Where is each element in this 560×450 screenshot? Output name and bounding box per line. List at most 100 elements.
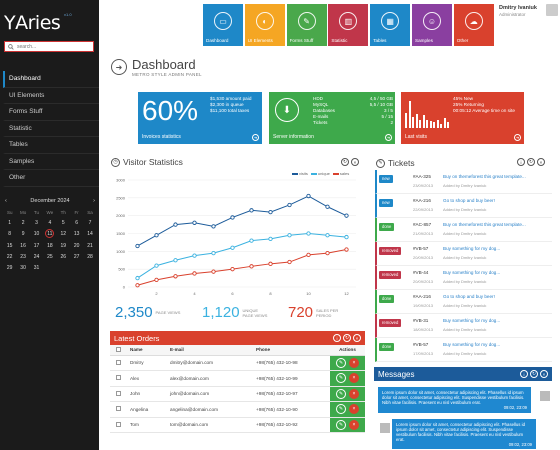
edit-icon[interactable]: ✎ — [336, 373, 346, 384]
ticket-link[interactable]: Buy something for my dog... — [443, 270, 501, 275]
calendar-day[interactable]: 13 — [73, 231, 80, 238]
refresh-icon[interactable]: ↻ — [341, 158, 349, 166]
calendar-prev-icon[interactable]: ‹ — [5, 198, 7, 204]
close-icon[interactable]: × — [537, 158, 545, 166]
ticket-row[interactable]: removed #VB-57 20/09/2013 Buy something for… — [375, 242, 552, 266]
data-point-sales[interactable] — [268, 261, 273, 266]
data-point-sales[interactable] — [306, 252, 311, 258]
go-arrow-icon[interactable]: ➜ — [252, 134, 259, 141]
data-point-visits[interactable] — [287, 202, 292, 208]
data-point-unique[interactable] — [192, 253, 197, 258]
data-point-sales[interactable] — [192, 271, 197, 276]
data-point-sales[interactable] — [249, 264, 254, 269]
calendar-day[interactable]: 16 — [20, 242, 26, 249]
message-bubble[interactable]: Lorem ipsum dolor sit amet, consectetur … — [378, 387, 531, 414]
edit-icon[interactable]: ✎ — [336, 419, 346, 430]
data-point-visits[interactable] — [192, 220, 197, 225]
refresh-icon[interactable]: ↻ — [527, 158, 535, 166]
table-row[interactable]: Alex alex@domain.com +98(765) 432-10-99 ✎ × — [110, 370, 365, 387]
calendar-day[interactable]: 25 — [47, 253, 53, 260]
col-name[interactable]: Name — [130, 345, 170, 356]
table-row[interactable]: John john@domain.com +98(765) 432-10-97 ✎ × — [110, 386, 365, 402]
table-row[interactable]: Dmitry dmitry@domain.com +98(765) 432-10-9… — [110, 355, 365, 371]
calendar-day[interactable]: 26 — [60, 253, 67, 260]
data-point-visits[interactable] — [230, 215, 235, 220]
calendar-day-today[interactable]: 11 — [43, 229, 56, 240]
go-arrow-icon[interactable]: ➜ — [385, 134, 392, 141]
ticket-link[interactable]: Go to shop and buy beer! — [443, 198, 495, 203]
row-checkbox[interactable] — [116, 359, 121, 365]
user-menu[interactable]: Dmitry Ivaniuk Administrator — [499, 5, 559, 17]
table-row[interactable]: Angelina angelina@domain.com +98(765) 432-… — [110, 401, 365, 418]
ticket-row[interactable]: new #AA-325 23/09/2013 Buy on themeforest t… — [375, 170, 552, 194]
back-arrow-icon[interactable]: ➜ — [111, 59, 127, 75]
calendar-day[interactable]: 3 — [35, 220, 38, 227]
calendar-day[interactable]: 1 — [8, 220, 12, 227]
go-arrow-icon[interactable]: ➜ — [514, 134, 521, 141]
edit-icon[interactable]: ✎ — [336, 388, 346, 399]
data-point-visits[interactable] — [154, 233, 159, 238]
tile-forms-stuff[interactable]: ✎ Forms Stuff — [286, 4, 327, 46]
sidebar-item-other[interactable]: Other — [3, 170, 99, 187]
avatar[interactable] — [546, 4, 558, 16]
ticket-link[interactable]: Buy on themeforest this great template..… — [443, 174, 526, 179]
data-point-visits[interactable] — [325, 204, 330, 209]
calendar-day[interactable]: 17 — [33, 242, 40, 249]
calendar-day[interactable]: 27 — [73, 253, 80, 260]
ticket-row[interactable]: done #AC-857 21/09/2013 Buy on themeforest … — [375, 218, 552, 242]
delete-icon[interactable]: × — [349, 404, 359, 415]
data-point-unique[interactable] — [230, 245, 235, 250]
search-icon[interactable] — [5, 41, 17, 52]
server-stat-tile[interactable]: ⬇ HDD 4,5 / 50 GB MySQL 5,5 / 10 GB Database… — [269, 92, 395, 144]
invoices-stat-tile[interactable]: 60% $1,530 amount paid $2,300 in queue $… — [138, 92, 262, 144]
calendar-day[interactable]: 21 — [87, 242, 93, 249]
calendar-day[interactable]: 18 — [47, 242, 53, 249]
calendar-day[interactable]: 12 — [60, 231, 67, 238]
tile-tables[interactable]: ▦ Tables — [370, 4, 411, 46]
data-point-unique[interactable] — [211, 250, 216, 256]
data-point-sales[interactable] — [287, 259, 292, 265]
row-checkbox[interactable] — [116, 421, 121, 427]
calendar-day[interactable]: 8 — [8, 231, 12, 238]
calendar-day[interactable]: 14 — [87, 231, 93, 238]
ticket-link[interactable]: Buy on themeforest this great template..… — [443, 222, 526, 227]
calendar-day[interactable]: 6 — [75, 220, 79, 227]
visits-stat-tile[interactable]: 45% New 25% Returning 00:05:12 Average t… — [401, 92, 524, 144]
table-row[interactable]: Tom tom@domain.com +98(765) 432-10-92 ✎ × — [110, 417, 365, 433]
data-point-visits[interactable] — [211, 224, 216, 229]
info-icon[interactable]: i — [517, 158, 525, 166]
data-point-unique[interactable] — [135, 275, 140, 281]
delete-icon[interactable]: × — [349, 388, 359, 399]
close-icon[interactable]: × — [353, 334, 361, 342]
data-point-visits[interactable] — [306, 193, 311, 199]
data-point-visits[interactable] — [173, 222, 178, 227]
calendar-day[interactable]: 31 — [33, 264, 40, 271]
calendar-day[interactable]: 19 — [60, 242, 67, 249]
data-point-unique[interactable] — [249, 238, 254, 243]
data-point-visits[interactable] — [135, 243, 140, 249]
tile-dashboard[interactable]: ▭ Dashboard — [203, 4, 243, 46]
app-logo[interactable]: ΥAries — [4, 12, 61, 34]
ticket-row[interactable]: new #AA-216 22/09/2013 Go to shop and buy b… — [375, 194, 552, 218]
calendar-day[interactable]: 22 — [6, 253, 13, 260]
info-icon[interactable]: i — [333, 334, 341, 342]
ticket-row[interactable]: done #VB-57 17/09/2013 Buy something for my… — [375, 338, 552, 362]
info-icon[interactable]: i — [520, 370, 528, 378]
ticket-link[interactable]: Buy something for my dog... — [443, 318, 501, 323]
data-point-visits[interactable] — [249, 208, 254, 213]
sidebar-item-forms-stuff[interactable]: Forms Stuff — [3, 104, 99, 121]
search-input[interactable] — [17, 42, 93, 51]
calendar-day[interactable]: 28 — [87, 253, 93, 260]
delete-icon[interactable]: × — [349, 373, 359, 384]
row-checkbox[interactable] — [116, 375, 121, 381]
data-point-sales[interactable] — [344, 247, 349, 252]
select-all-checkbox[interactable] — [116, 346, 121, 352]
ticket-link[interactable]: Buy something for my dog... — [443, 246, 501, 251]
calendar-day[interactable]: 7 — [88, 220, 92, 227]
col-phone[interactable]: Phone — [256, 345, 330, 356]
calendar-day[interactable]: 9 — [21, 231, 25, 238]
sidebar-item-statistic[interactable]: Statistic — [3, 121, 99, 137]
data-point-unique[interactable] — [268, 236, 273, 242]
row-checkbox[interactable] — [116, 390, 121, 396]
delete-icon[interactable]: × — [349, 419, 359, 430]
